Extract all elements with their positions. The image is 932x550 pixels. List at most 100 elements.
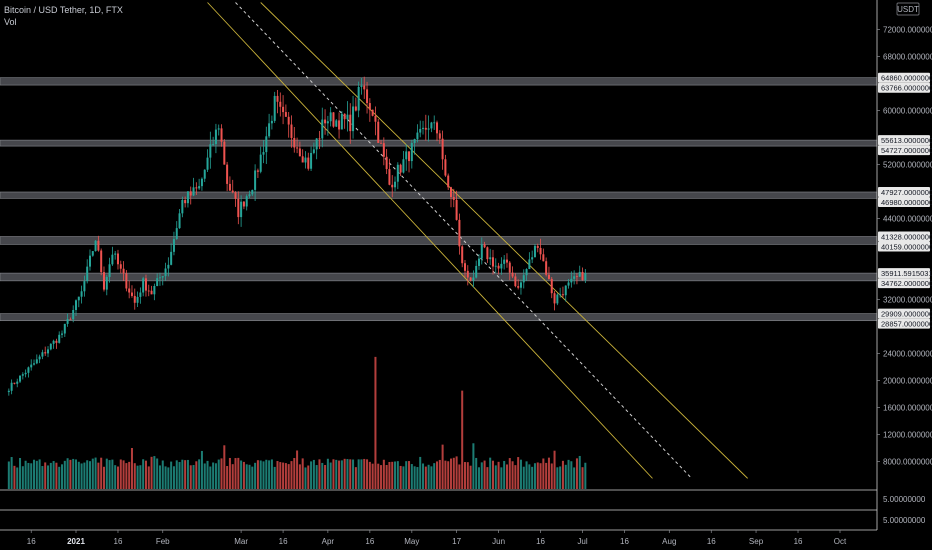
candle-body <box>399 164 402 173</box>
candle <box>433 115 436 130</box>
candle <box>318 130 321 150</box>
price-zone-1 <box>0 139 878 147</box>
volume-bar <box>455 456 458 489</box>
volume-bar <box>469 465 472 489</box>
volume-bar <box>214 463 217 489</box>
volume-bar <box>477 467 480 489</box>
volume-bar <box>242 461 245 489</box>
time-tick-label: 16 <box>707 537 716 546</box>
volume-bar <box>97 462 100 489</box>
candle <box>329 107 332 127</box>
volume-bar <box>371 463 374 489</box>
price-badge: 54727.00000000 <box>878 145 932 156</box>
volume-bar <box>519 459 522 489</box>
currency-badge <box>896 2 920 16</box>
candle-body <box>156 278 159 287</box>
volume-bar <box>505 464 508 489</box>
volume-bar <box>360 459 363 489</box>
volume-bar <box>430 466 433 489</box>
volume-bar <box>16 467 19 489</box>
volume-bar <box>531 466 534 489</box>
volume-bar <box>556 467 559 489</box>
candle <box>349 103 352 144</box>
volume-bar <box>489 457 492 489</box>
candle <box>477 254 480 270</box>
candle-body <box>472 277 475 281</box>
candle <box>100 248 103 276</box>
volume-bar <box>122 460 125 489</box>
candle-body <box>125 273 128 289</box>
candle-body <box>27 367 30 373</box>
volume-bar <box>19 457 22 489</box>
candle-body <box>416 132 419 140</box>
candle <box>228 176 231 191</box>
candle-body <box>366 89 369 104</box>
candle <box>108 257 111 283</box>
candle <box>444 154 447 177</box>
volume-bar <box>55 462 58 489</box>
price-badge-label: 64860.00000000 <box>881 74 932 83</box>
time-tick-label: Aug <box>662 537 676 546</box>
volume-bar <box>326 458 329 489</box>
volume-bar <box>203 463 206 489</box>
price-badge-bg <box>878 308 930 319</box>
candle <box>472 270 475 288</box>
candle-body <box>105 276 108 290</box>
volume-bar <box>181 459 184 489</box>
candle-body <box>282 106 285 113</box>
candle <box>287 112 290 138</box>
volume-indicator-label[interactable]: Vol <box>4 17 17 27</box>
candle-body <box>279 101 282 107</box>
time-tick-label: Jul <box>577 537 587 546</box>
candle <box>466 265 469 286</box>
candle-body <box>567 282 570 286</box>
volume-bar <box>212 462 215 489</box>
volume-bar <box>500 467 503 489</box>
candle-body <box>321 119 324 139</box>
candle-body <box>514 276 517 287</box>
candle <box>282 95 285 125</box>
candle <box>480 237 483 265</box>
candle <box>60 330 64 339</box>
volume-bar <box>186 459 189 489</box>
volume-bar <box>58 466 61 489</box>
candle-body <box>86 266 89 282</box>
candle <box>164 262 167 281</box>
volume-bar <box>41 466 44 489</box>
candle-body <box>175 228 178 240</box>
candle <box>125 270 128 292</box>
candle <box>561 286 564 298</box>
candle <box>553 290 556 311</box>
candle-body <box>357 86 360 111</box>
candle-body <box>483 244 486 248</box>
candle-body <box>310 152 313 169</box>
candle-body <box>254 170 257 190</box>
volume-bar <box>88 461 92 489</box>
candle-body <box>209 144 212 158</box>
volume-bar <box>21 466 24 489</box>
candle-body <box>144 278 147 291</box>
candle <box>130 285 133 298</box>
candle-body <box>374 115 377 122</box>
candle <box>133 288 136 310</box>
candle <box>500 257 503 275</box>
candle <box>186 191 189 208</box>
volume-bar <box>231 464 234 489</box>
volume-bar <box>380 465 383 489</box>
volume-bar <box>310 461 313 489</box>
volume-bar <box>550 463 553 489</box>
candle <box>290 115 293 148</box>
candle <box>276 89 279 114</box>
candle-body <box>402 159 405 173</box>
candle-body <box>226 164 229 184</box>
symbol-title[interactable]: Bitcoin / USD Tether, 1D, FTX <box>4 5 123 15</box>
candle-body <box>150 290 153 295</box>
volume-bar <box>486 467 489 489</box>
volume-bar <box>461 390 464 489</box>
time-tick-label: May <box>404 537 419 546</box>
volume-bar <box>24 460 27 489</box>
candle-body <box>458 219 461 247</box>
price-badge: 41328.00000000 <box>878 231 932 242</box>
candle-body <box>461 246 464 264</box>
